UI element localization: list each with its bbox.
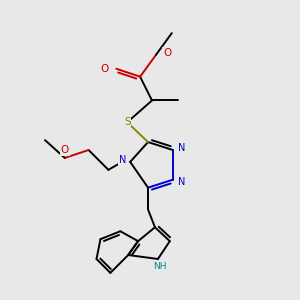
Text: N: N	[178, 143, 185, 153]
Text: O: O	[100, 64, 108, 74]
Text: NH: NH	[153, 262, 167, 272]
Text: O: O	[163, 48, 171, 58]
Text: N: N	[118, 155, 126, 165]
Text: N: N	[178, 177, 185, 187]
Text: O: O	[61, 145, 69, 155]
Text: S: S	[124, 117, 130, 127]
